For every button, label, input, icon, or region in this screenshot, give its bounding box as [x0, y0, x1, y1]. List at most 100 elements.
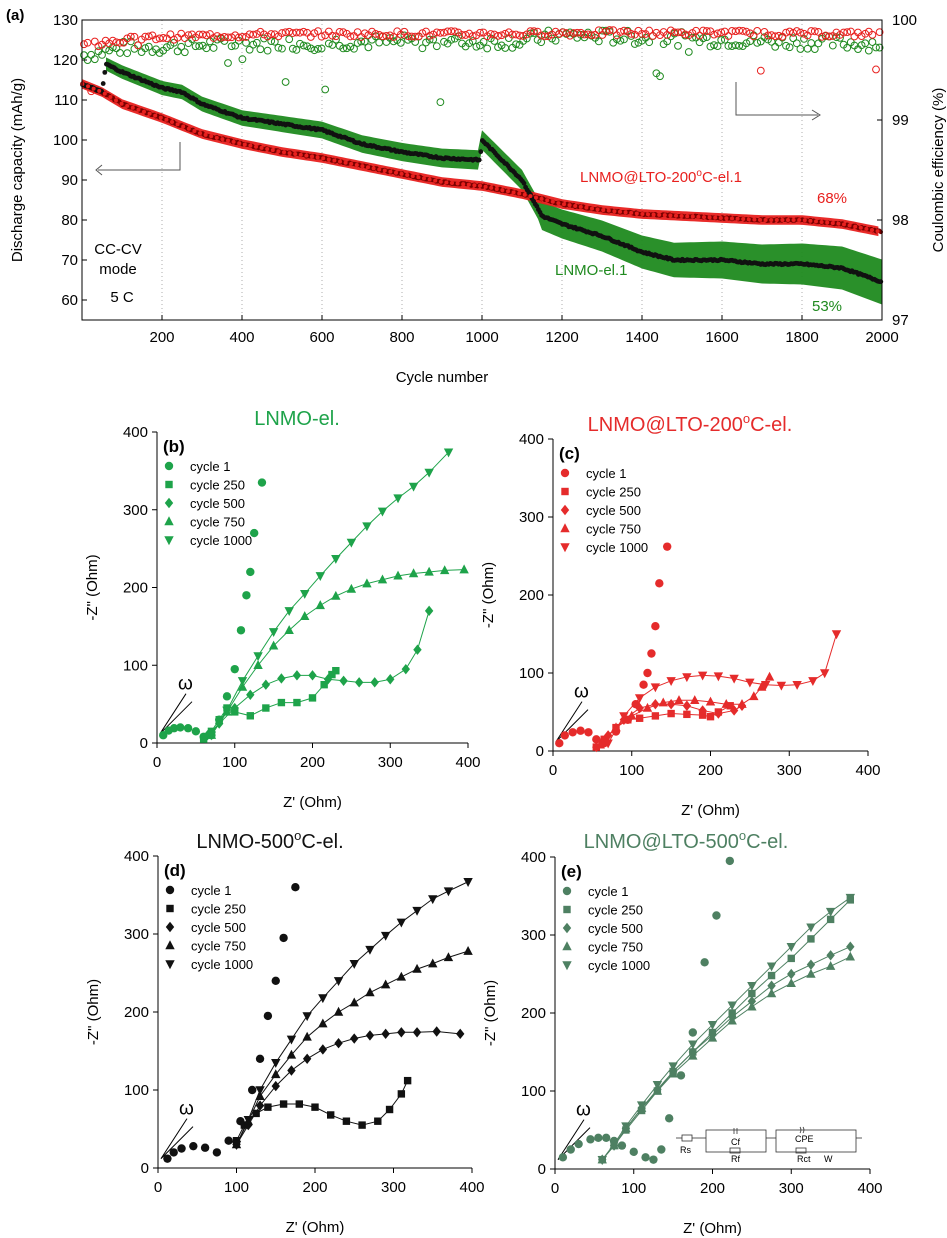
legend-label-3: cycle 500 [191, 920, 246, 935]
ce-lnmo-points-point [116, 49, 124, 57]
ce-lnmo-points-point [90, 55, 99, 64]
data-point [439, 565, 450, 575]
data-point [377, 574, 388, 584]
ce-lnmo-points-point [861, 39, 870, 48]
ce-lnmo-lto-points-point [573, 28, 582, 37]
data-point [831, 630, 842, 640]
capacity-lnmo-line-point [100, 81, 106, 86]
ce-lnmo-points-point [440, 37, 448, 46]
ce-lnmo-lto-points-point [519, 32, 528, 40]
data-point [271, 1080, 280, 1092]
legend-marker-4 [562, 941, 572, 951]
ce-lnmo-lto-points-point [695, 31, 704, 40]
legend-label-4: cycle 750 [586, 522, 641, 537]
data-point [279, 933, 288, 943]
data-point [424, 566, 434, 576]
panel-a-ylabel-left: Discharge capacity (mAh/g) [9, 78, 26, 262]
data-point [403, 1076, 412, 1085]
data-point [328, 670, 336, 679]
ce-lnmo-lto-points-point [555, 30, 564, 39]
capacity-lnmo-lto-marker [853, 224, 858, 229]
ce-lnmo-points-point [87, 50, 96, 59]
capacity-lnmo-lto-marker [483, 184, 488, 189]
capacity-lnmo-lto-marker [198, 131, 202, 136]
data-point [346, 583, 357, 593]
ce-lnmo-lto-points-point [674, 28, 682, 37]
capacity-lnmo-lto-marker [618, 209, 622, 214]
capacity-lnmo-lto-marker [203, 132, 208, 137]
legend-label-1: cycle 1 [588, 884, 628, 899]
data-point [277, 698, 286, 707]
ce-lnmo-points-point [123, 49, 132, 58]
capacity-lnmo-lto-marker [170, 120, 174, 124]
ce-lnmo-points-point [281, 78, 290, 86]
capacity-lnmo-lto-marker [125, 103, 130, 108]
data-point [760, 681, 771, 690]
data-point [412, 906, 422, 916]
data-point [747, 982, 757, 991]
data-point [658, 697, 668, 707]
data-point [705, 696, 716, 706]
ce-lnmo-points-point [836, 33, 844, 42]
ce-lnmo-points-point [468, 37, 477, 45]
capacity-lnmo-lto-marker [646, 212, 650, 217]
ce-lnmo-lto-points-point [810, 27, 819, 36]
legend-label-2: cycle 250 [586, 485, 641, 500]
capacity-lnmo-lto-marker [735, 216, 740, 221]
ce-lnmo-lto-points-point [436, 28, 445, 37]
data-point [787, 954, 795, 963]
series-cycle-750 [597, 951, 856, 1164]
capacity-lnmo-lto-marker [130, 105, 135, 110]
ce-lnmo-points-point [285, 35, 294, 44]
data-point [729, 674, 739, 684]
data-point [806, 968, 816, 978]
ce-lnmo-lto-points-point [94, 42, 103, 51]
legend-marker-1 [560, 468, 570, 478]
ce-lnmo-points-point [180, 48, 189, 57]
capacity-lnmo-lto-marker [433, 178, 438, 183]
legend-label-4: cycle 750 [190, 515, 245, 530]
omega-symbol: ω [576, 1100, 591, 1121]
y-left-tick-label-60: 60 [61, 292, 78, 309]
data-point [262, 704, 270, 712]
y-left-tick-label-100: 100 [53, 132, 78, 149]
capacity-lnmo-lto-marker [489, 185, 494, 190]
ce-lnmo-lto-points-point [846, 27, 855, 36]
data-point [279, 1100, 288, 1108]
legend-marker-3 [165, 921, 175, 933]
ce-lnmo-lto-points-point [346, 32, 355, 41]
data-point [286, 1049, 297, 1059]
fit-curve-cycle-750 [601, 956, 851, 1160]
ce-lnmo-points-point [810, 45, 819, 53]
legend-marker-2 [166, 904, 174, 913]
data-point [163, 1154, 172, 1163]
ce-lnmo-lto-points-point [461, 31, 470, 39]
data-point [263, 1011, 273, 1021]
fit-curve-cycle-500 [601, 946, 851, 1160]
ce-lnmo-points-point [875, 43, 884, 52]
x-tick-label-200: 200 [700, 1180, 725, 1197]
data-point [792, 681, 802, 690]
ce-lnmo-points-point [252, 38, 261, 47]
data-point [408, 482, 419, 492]
ce-lnmo-points-point [292, 46, 301, 54]
ce-lnmo-lto-points-point [389, 33, 398, 41]
ce-lnmo-lto-points-point [144, 32, 153, 41]
ce-lnmo-lto-points-point [540, 32, 549, 41]
capacity-lnmo-lto-marker [500, 188, 505, 193]
y-tick-label-300: 300 [124, 926, 149, 943]
ce-lnmo-lto-points-point [90, 37, 99, 46]
ce-lnmo-points-point [702, 33, 711, 41]
fit-curve-cycle-500 [207, 610, 430, 736]
left-axis-arrow [98, 142, 181, 171]
data-point [609, 1140, 619, 1150]
data-point [333, 977, 344, 986]
data-point [268, 640, 279, 650]
legend-label-1: cycle 1 [586, 466, 626, 481]
data-point [300, 590, 310, 599]
data-point [652, 1085, 663, 1095]
legend-label-4: cycle 750 [191, 939, 246, 954]
ce-lnmo-lto-points-point [749, 32, 758, 41]
ce-lnmo-points-point [695, 38, 704, 47]
data-point [393, 494, 403, 504]
